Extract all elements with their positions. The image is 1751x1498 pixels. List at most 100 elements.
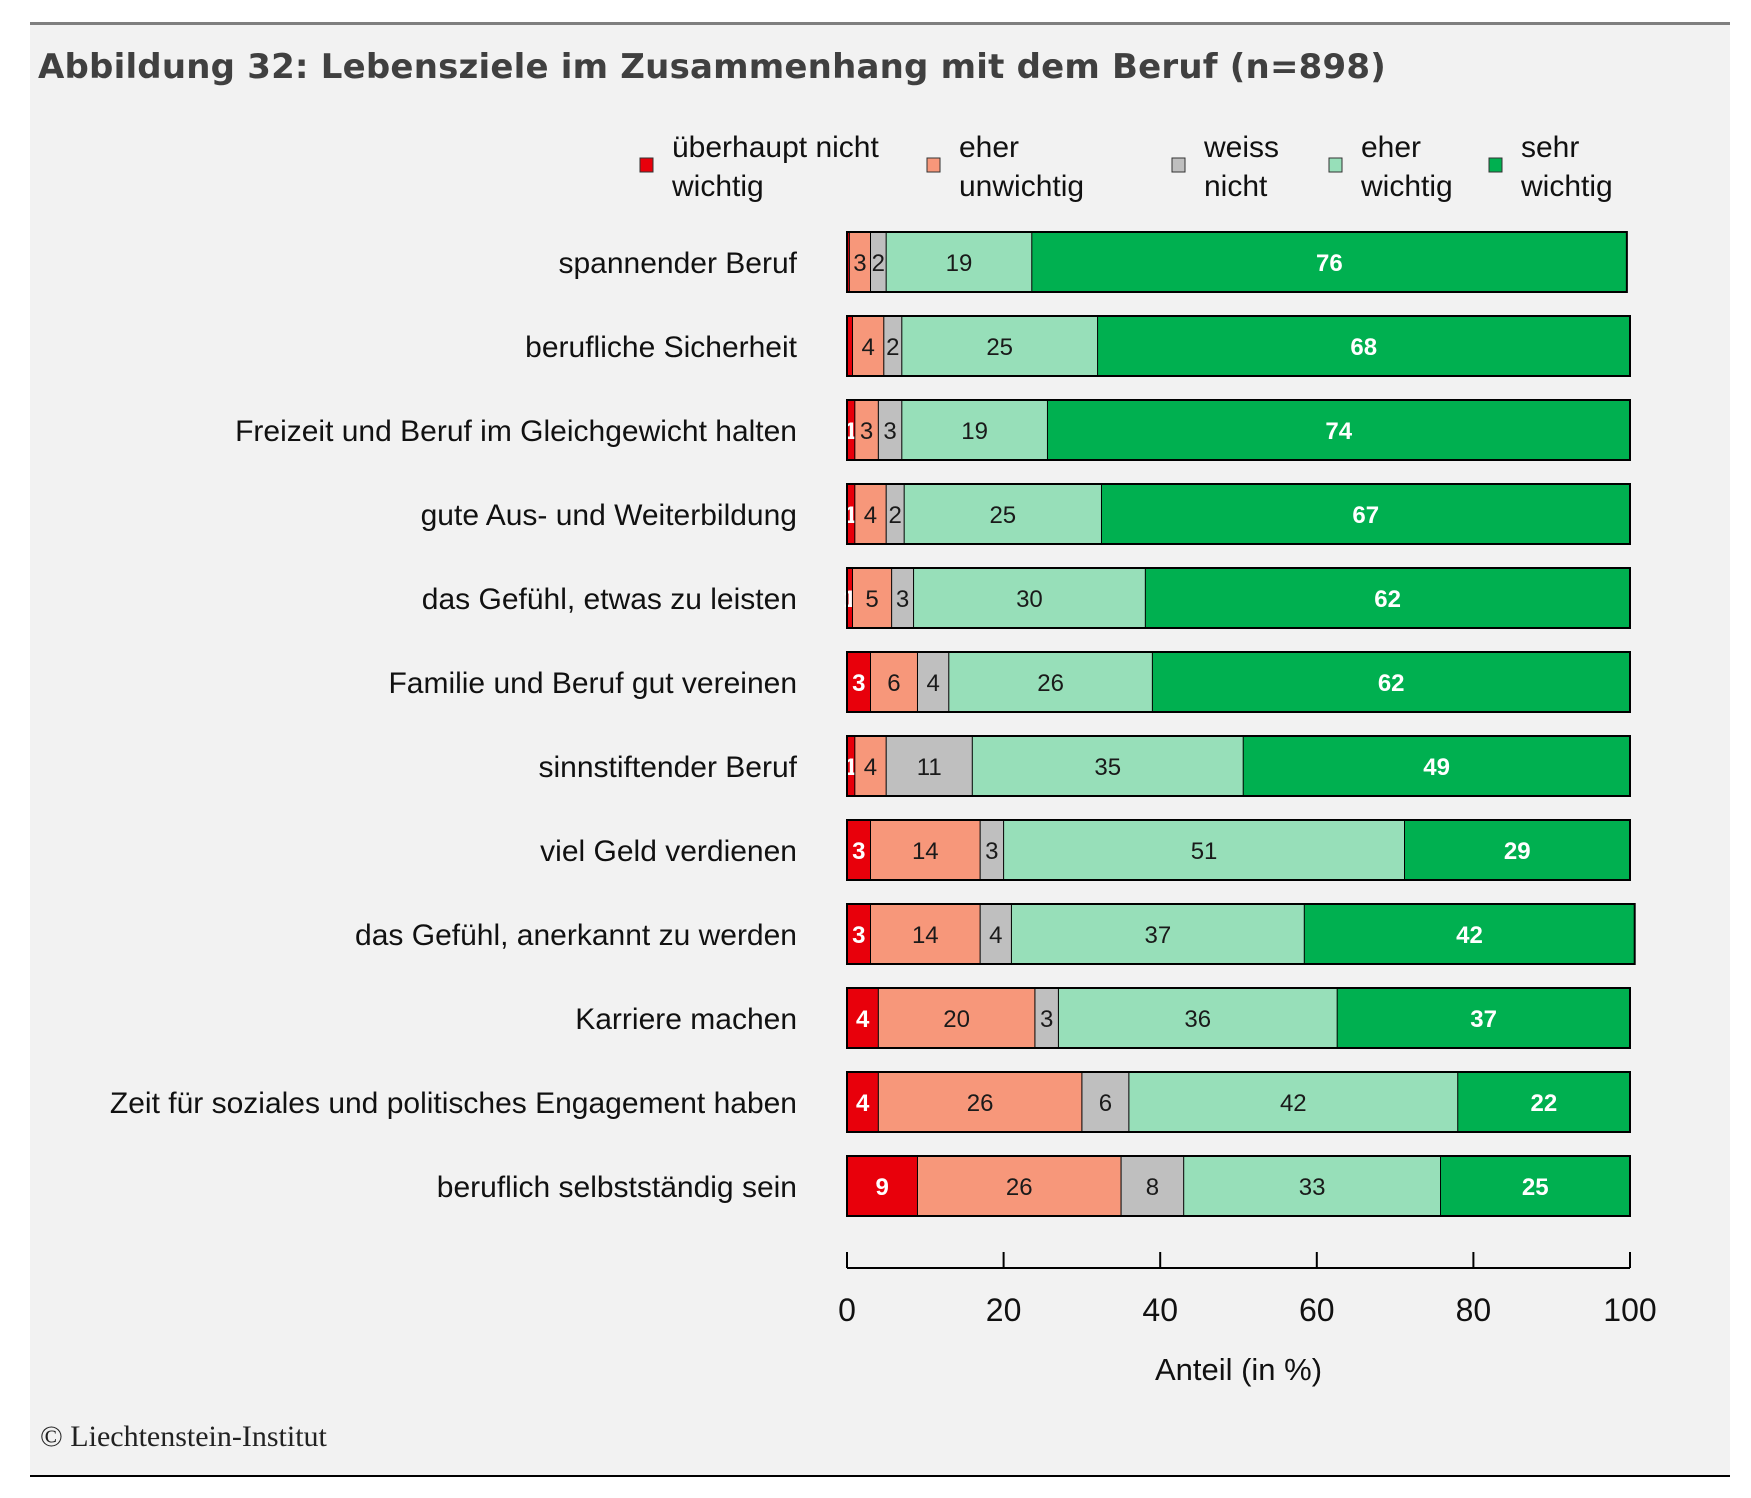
bar-value-label: 3 (1040, 1006, 1053, 1033)
bar-segment (849, 232, 871, 292)
bar-segment (847, 1072, 879, 1132)
bar-segment (878, 400, 902, 460)
category-label: berufliche Sicherheit (525, 331, 797, 364)
bar-value-label: 62 (1374, 586, 1401, 613)
bar-value-label: 19 (946, 250, 973, 277)
bar-value-label: 3 (852, 838, 865, 865)
bar-segment (1034, 988, 1059, 1048)
bar-value-label: 25 (1522, 1174, 1549, 1201)
bar-segment (847, 232, 850, 292)
bar-value-label: 6 (1099, 1090, 1112, 1117)
bar-segment (852, 568, 892, 628)
legend-label: wichtig (1520, 170, 1613, 203)
bar-value-label: 4 (861, 334, 874, 361)
bar-value-label: 2 (886, 334, 899, 361)
bar-value-label: 4 (989, 922, 1002, 949)
bar-segment (854, 736, 887, 796)
bar-segment (1243, 736, 1630, 796)
bar-value-label: 3 (852, 670, 865, 697)
bar-outline (846, 483, 1631, 545)
bar-value-label: 2 (872, 250, 885, 277)
bar-outline (846, 1071, 1631, 1133)
bar-value-label: 4 (856, 1090, 870, 1117)
bar-value-label: 26 (1006, 1174, 1033, 1201)
bar-value-label: 68 (1350, 334, 1377, 361)
bar-outline (846, 987, 1631, 1049)
bar-segment (1058, 988, 1338, 1048)
bar-segment (847, 316, 853, 376)
bar-value-label: 62 (1378, 670, 1405, 697)
bar-outline (846, 315, 1631, 377)
bar-outline (846, 819, 1631, 881)
legend-label: unwichtig (959, 170, 1084, 203)
copyright-note: © Liechtenstein-Institut (40, 1420, 327, 1453)
bar-outline (846, 903, 1636, 965)
bar-outline (846, 567, 1631, 629)
category-label: spannender Beruf (558, 247, 797, 280)
bar-segment (1457, 1072, 1630, 1132)
bar-value-label: 42 (1456, 922, 1483, 949)
bar-value-label: 35 (1094, 754, 1121, 781)
legend-swatch (1328, 157, 1343, 173)
bar-segment (870, 820, 981, 880)
bar-value-label: 3 (896, 586, 909, 613)
category-label: Karriere machen (575, 1003, 797, 1036)
bar-value-label: 3 (985, 838, 998, 865)
bar-value-label: 19 (961, 418, 988, 445)
bar-value-label: 4 (856, 1006, 870, 1033)
category-label: Freizeit und Beruf im Gleichgewicht halt… (235, 415, 797, 448)
legend-label: wichtig (1360, 170, 1453, 203)
bar-value-label: 5 (865, 586, 878, 613)
bar-value-label: 14 (912, 838, 939, 865)
category-label: Zeit für soziales und politisches Engage… (110, 1087, 797, 1120)
bar-segment (904, 484, 1102, 544)
bar-value-label: 3 (883, 418, 896, 445)
bar-value-label: 9 (876, 1174, 889, 1201)
bar-value-label: 4 (864, 502, 877, 529)
figure-title: Abbildung 32: Lebensziele im Zusammenhan… (38, 47, 1386, 87)
legend-label: wichtig (671, 170, 764, 203)
bar-segment (878, 988, 1035, 1048)
bar-segment (886, 232, 1032, 292)
legend-label: überhaupt nicht (672, 131, 879, 164)
legend-swatch (1171, 157, 1186, 173)
bar-segment (1440, 1156, 1630, 1216)
category-label: Familie und Beruf gut vereinen (388, 667, 797, 700)
bar-value-label: 36 (1184, 1006, 1211, 1033)
bar-segment (913, 568, 1146, 628)
bar-value-label: 6 (887, 670, 900, 697)
bar-value-label: 74 (1325, 418, 1352, 445)
bar-value-label: 3 (852, 922, 865, 949)
bar-segment (1031, 232, 1627, 292)
bar-segment (847, 400, 855, 460)
bar-value-label: 42 (1280, 1090, 1307, 1117)
bar-segment (1152, 652, 1630, 712)
x-tick-label: 0 (838, 1292, 856, 1328)
category-label: beruflich selbstständig sein (437, 1171, 797, 1204)
bar-value-label: 25 (989, 502, 1016, 529)
bar-segment (901, 316, 1098, 376)
bar-segment (847, 568, 853, 628)
bar-outline (846, 231, 1628, 293)
legend-swatch (926, 157, 941, 173)
bar-value-label: 67 (1352, 502, 1379, 529)
bar-segment (972, 736, 1244, 796)
bar-segment (901, 400, 1048, 460)
bar-segment (852, 316, 884, 376)
bar-segment (1101, 484, 1630, 544)
bar-value-label: 4 (864, 754, 877, 781)
bar-segment (1047, 400, 1630, 460)
bar-segment (1404, 820, 1630, 880)
bar-segment (1337, 988, 1630, 1048)
bar-segment (870, 232, 887, 292)
x-axis-title: Anteil (in %) (1155, 1352, 1322, 1387)
bar-segment (847, 484, 855, 544)
x-tick-label: 20 (986, 1292, 1022, 1328)
category-label: gute Aus- und Weiterbildung (421, 499, 797, 532)
bar-segment (1011, 904, 1305, 964)
bar-value-label: 30 (1016, 586, 1043, 613)
bar-value-label: 3 (853, 250, 866, 277)
x-tick-label: 40 (1142, 1292, 1178, 1328)
bar-segment (1097, 316, 1630, 376)
